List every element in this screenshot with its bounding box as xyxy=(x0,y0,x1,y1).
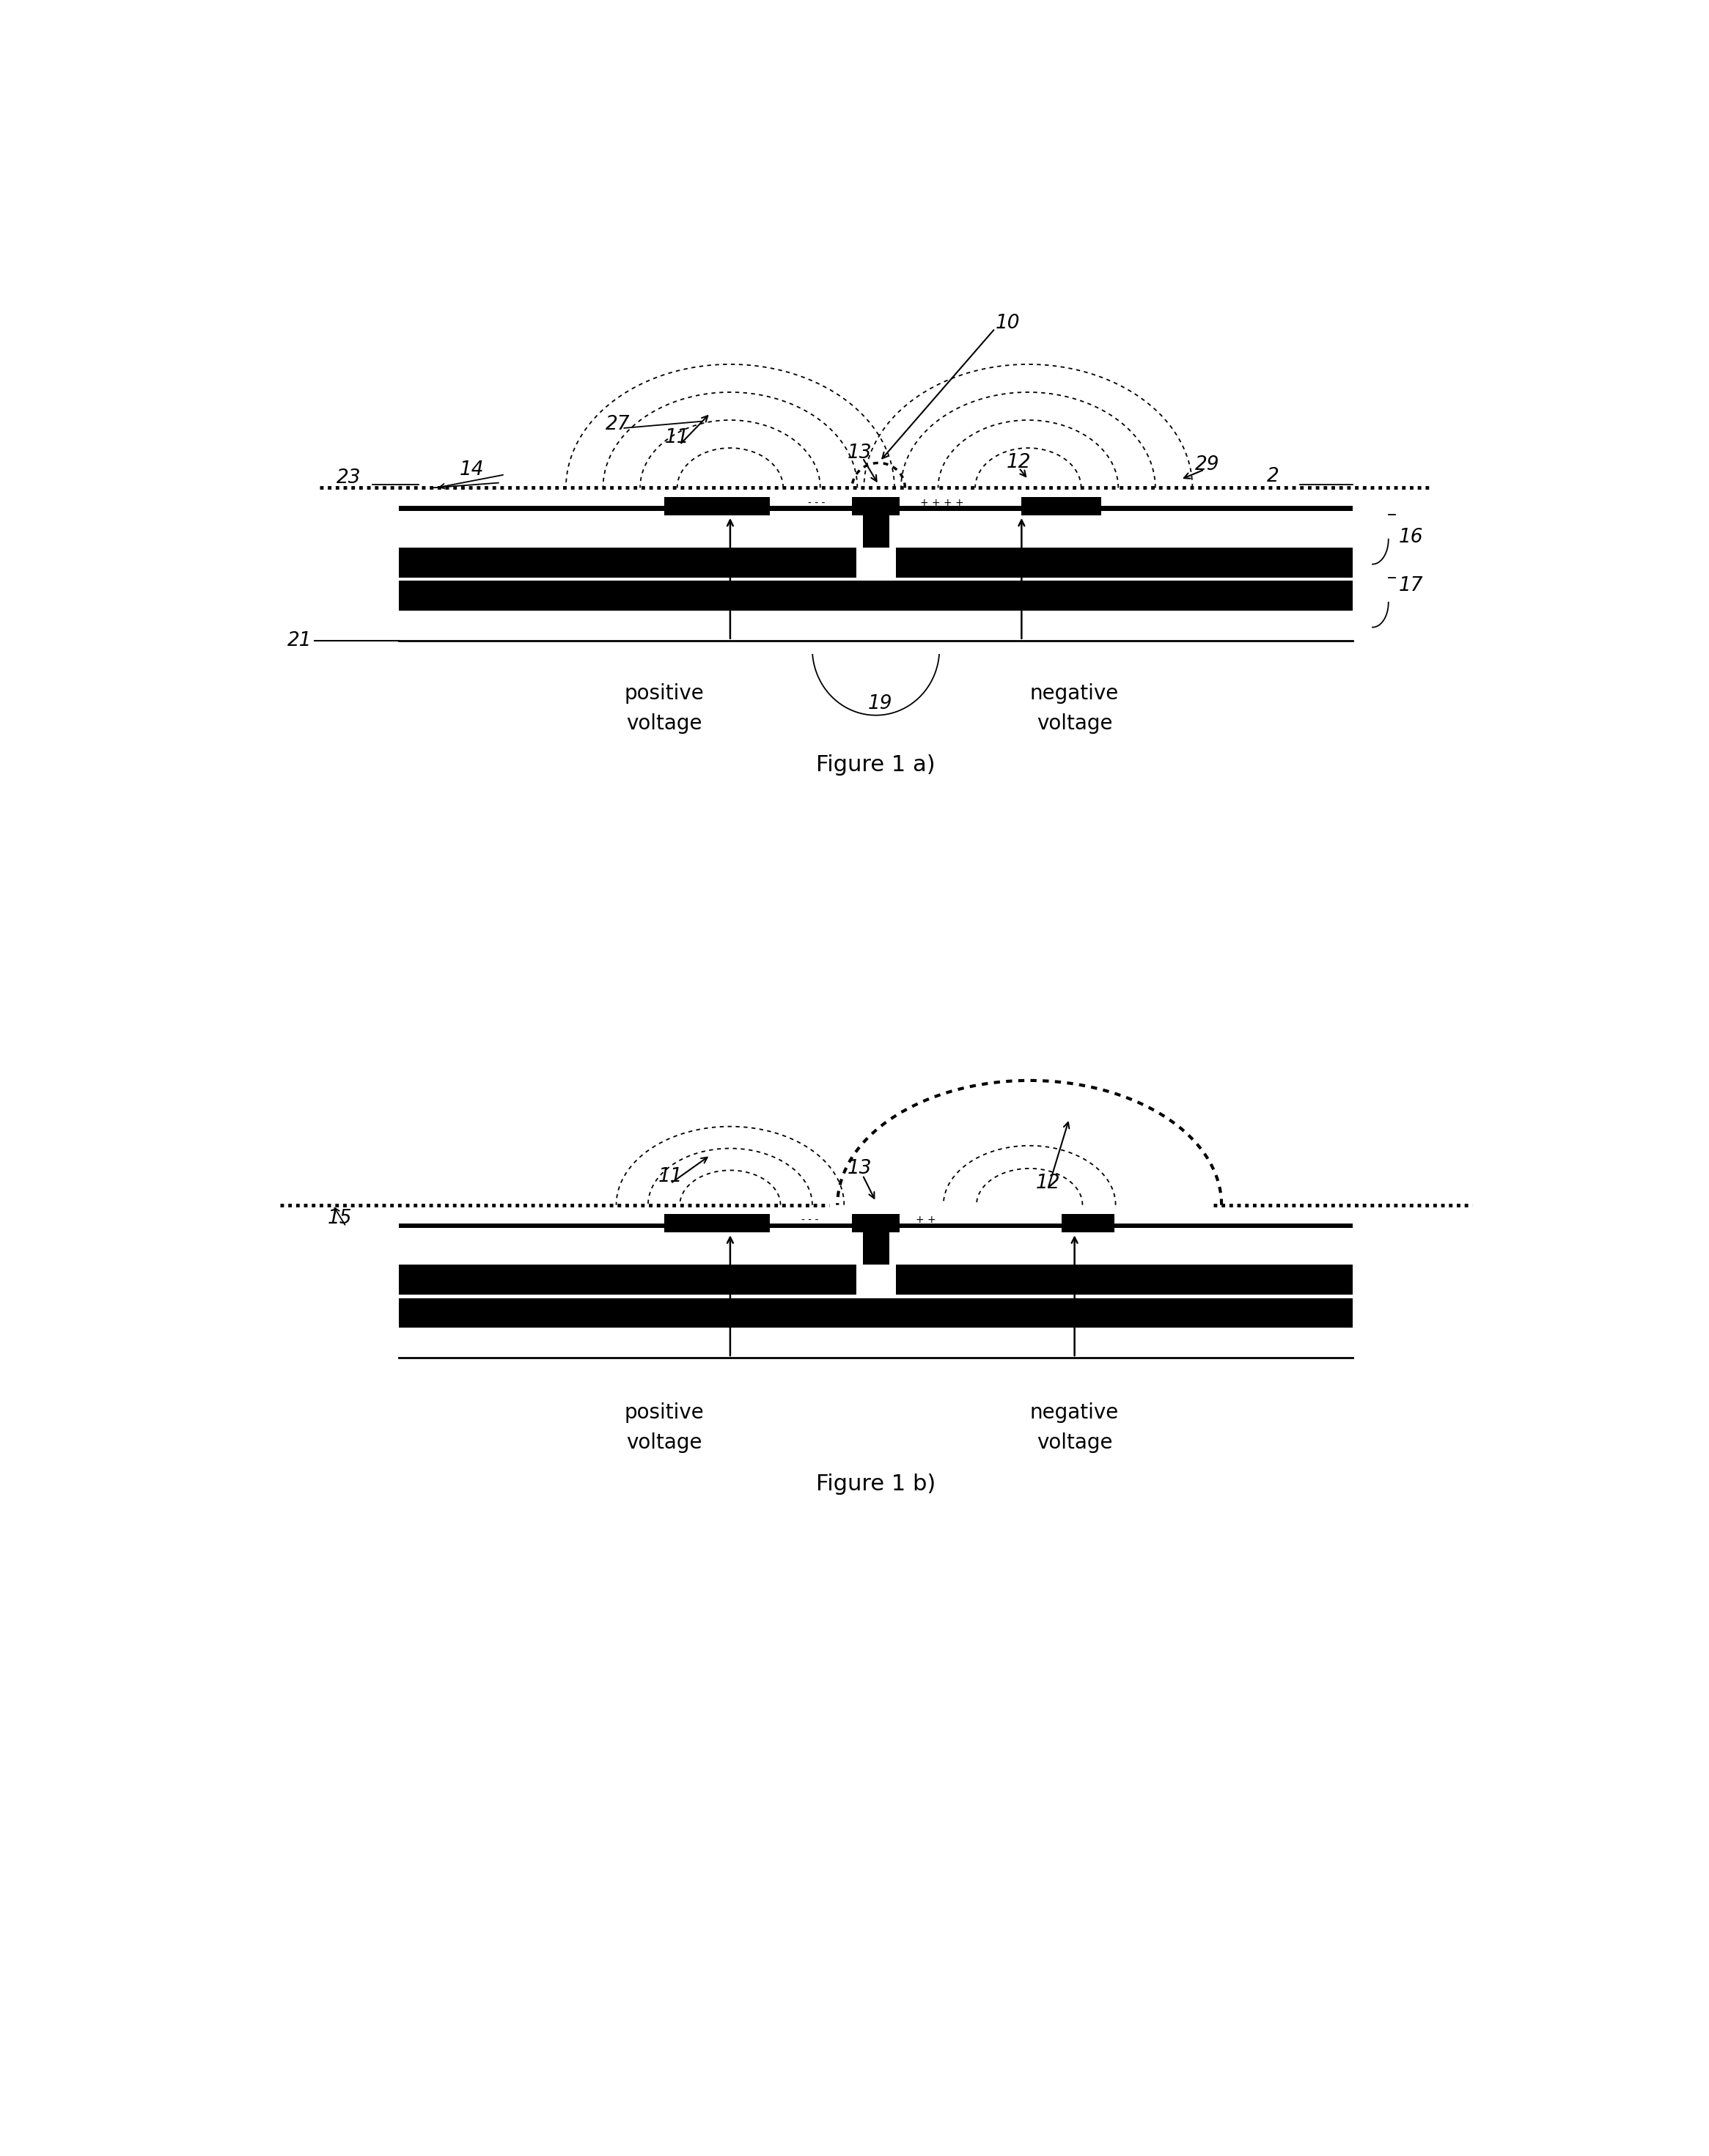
Bar xyxy=(896,1266,1354,1294)
Bar xyxy=(400,507,1354,511)
Bar xyxy=(400,1222,1354,1229)
Text: Figure 1 a): Figure 1 a) xyxy=(817,755,935,776)
Text: voltage: voltage xyxy=(1037,1432,1113,1453)
Bar xyxy=(853,1214,899,1233)
Text: Figure 1 b): Figure 1 b) xyxy=(815,1473,937,1494)
Bar xyxy=(400,1266,856,1294)
Text: 10: 10 xyxy=(995,315,1020,332)
Text: 14: 14 xyxy=(460,459,484,479)
Text: 29: 29 xyxy=(1195,455,1219,474)
Text: positive: positive xyxy=(624,683,704,705)
Text: 2: 2 xyxy=(1266,466,1280,485)
Bar xyxy=(663,498,771,515)
Text: voltage: voltage xyxy=(625,714,702,733)
Text: 11: 11 xyxy=(665,429,689,448)
Text: 27: 27 xyxy=(605,416,631,433)
Bar xyxy=(400,1298,1354,1328)
Text: 17: 17 xyxy=(1400,576,1424,595)
Text: 16: 16 xyxy=(1400,528,1424,548)
Text: positive: positive xyxy=(624,1401,704,1423)
Bar xyxy=(1022,498,1101,515)
Bar xyxy=(896,548,1354,578)
Text: 12: 12 xyxy=(1036,1173,1060,1192)
Text: negative: negative xyxy=(1031,683,1119,705)
Text: + +: + + xyxy=(916,1214,937,1225)
Text: + + + +: + + + + xyxy=(919,498,964,509)
Text: 19: 19 xyxy=(868,694,892,714)
Text: negative: negative xyxy=(1031,1401,1119,1423)
Text: 12: 12 xyxy=(1007,453,1031,472)
Bar xyxy=(863,511,889,548)
Text: 11: 11 xyxy=(658,1166,684,1186)
Text: 21: 21 xyxy=(287,632,313,651)
Text: - - -: - - - xyxy=(802,1214,819,1225)
Bar xyxy=(853,498,899,515)
Text: voltage: voltage xyxy=(625,1432,702,1453)
Text: 23: 23 xyxy=(337,468,361,487)
Text: 13: 13 xyxy=(848,444,872,464)
Bar xyxy=(400,580,1354,610)
Text: voltage: voltage xyxy=(1037,714,1113,733)
Bar xyxy=(663,1214,771,1233)
Bar xyxy=(400,548,856,578)
Text: 15: 15 xyxy=(326,1210,352,1227)
Text: 13: 13 xyxy=(848,1160,872,1177)
Bar xyxy=(1061,1214,1114,1233)
Text: - - -: - - - xyxy=(808,498,825,509)
Bar xyxy=(863,1229,889,1266)
